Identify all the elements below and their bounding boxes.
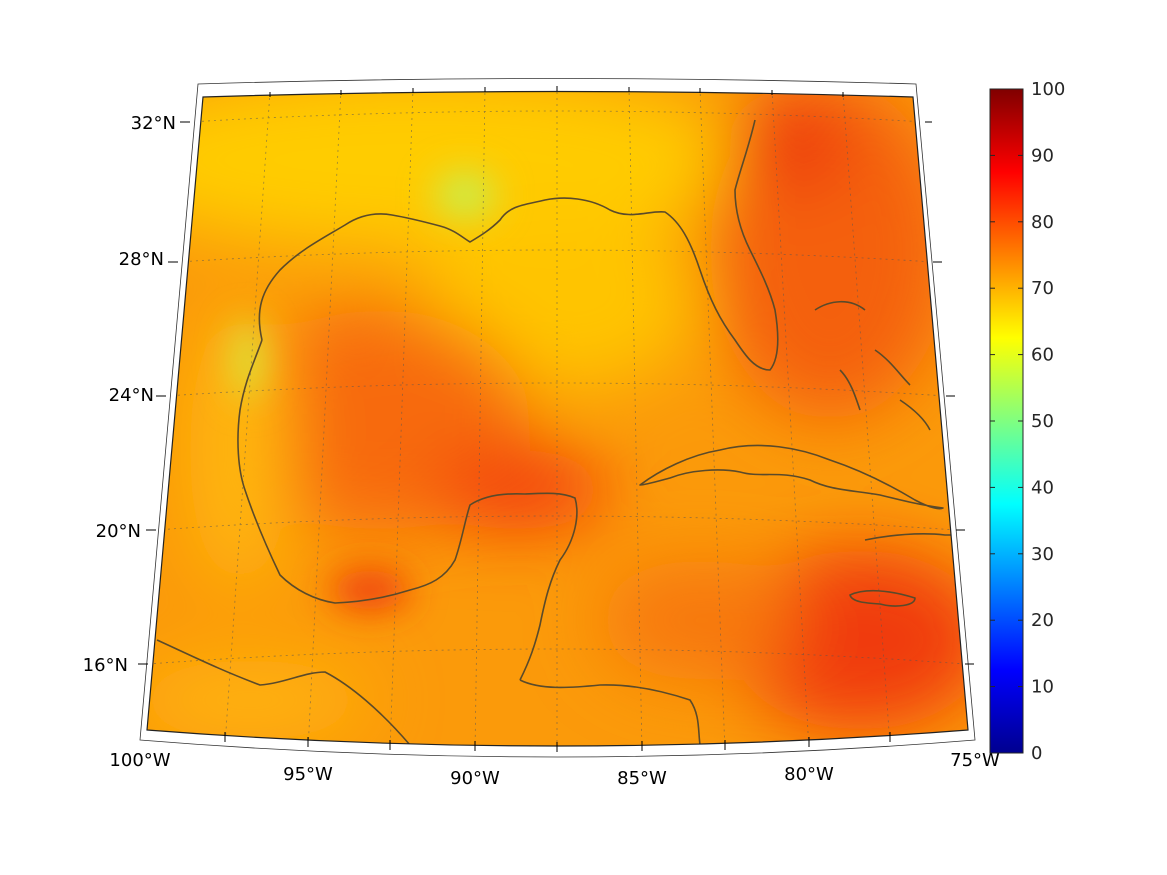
colorbar-label: 100 [1031,79,1065,100]
parallel-line [177,249,934,263]
latitude-label: 20°N [96,521,141,542]
latitude-labels: 32°N 28°N 24°N 20°N 16°N [83,113,176,676]
longitude-labels: 100°W 95°W 90°W 85°W 80°W 75°W [109,750,1000,789]
colorbar-label: 20 [1031,610,1054,631]
jamaica-outline [849,589,916,607]
colorbar-label: 60 [1031,345,1054,366]
meridian-line [224,91,271,746]
parallel-line [155,515,957,531]
meridian-line [389,91,414,746]
central-america-coast [519,679,701,746]
meridian-line [699,91,726,746]
longitude-label: 85°W [617,768,667,789]
colorbar-label: 50 [1031,411,1054,432]
longitude-label: 80°W [784,764,834,785]
gulf-coast-outline [258,119,779,371]
colorbar-label: 70 [1031,278,1054,299]
longitude-label: 100°W [109,750,170,771]
map-outer-frame [139,78,976,758]
latitude-label: 24°N [109,385,154,406]
map-gridlines [147,91,966,746]
colorbar-label: 90 [1031,145,1054,166]
colorbar-gradient [989,88,1024,754]
meridian-line [842,91,891,746]
parallel-line [189,110,926,123]
heatmap-field [147,91,968,746]
bahamas-outline [814,300,931,431]
meridian-line [307,91,342,746]
latitude-label: 16°N [83,655,128,676]
colorbar-label: 10 [1031,677,1054,698]
longitude-label: 75°W [950,750,1000,771]
parallel-line [165,382,947,397]
latitude-label: 32°N [131,113,176,134]
cuba-outline [639,444,944,510]
graticule-ticks [138,86,974,752]
coastlines [156,119,960,746]
meridian-line [771,91,810,746]
colorbar-label: 0 [1031,743,1042,764]
colorbar-label: 80 [1031,212,1054,233]
map-frame [146,90,969,747]
latitude-label: 28°N [119,249,164,270]
pacific-coast [156,639,411,746]
longitude-label: 95°W [283,764,333,785]
colorbar-label: 30 [1031,544,1054,565]
mexico-gulf-coast [237,339,578,681]
parallel-line [147,648,966,665]
colorbar-label: 40 [1031,477,1054,498]
hispaniola-outline [864,533,960,541]
longitude-label: 90°W [450,768,500,789]
